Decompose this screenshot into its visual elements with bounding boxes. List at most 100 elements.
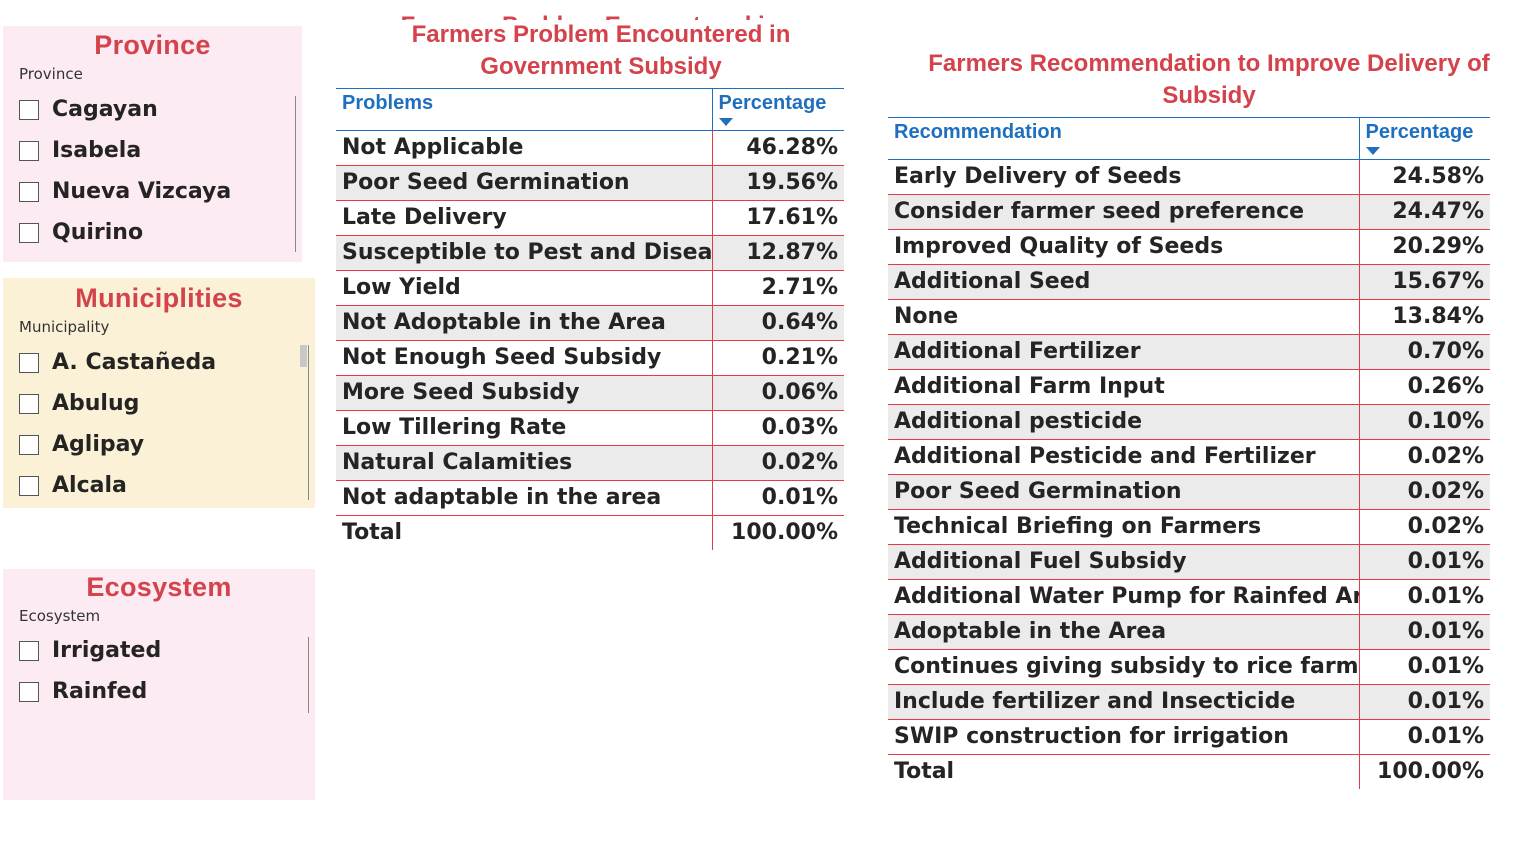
municipality-slicer-item[interactable]: Alcala xyxy=(19,465,315,506)
checkbox-icon[interactable] xyxy=(19,475,39,496)
problem-percentage-cell: 0.21% xyxy=(711,340,844,376)
table-row[interactable]: Low Yield 2.71% xyxy=(336,270,844,306)
table-row[interactable]: Not Applicable 46.28% xyxy=(336,130,844,166)
ecosystem-list: Irrigated Rainfed xyxy=(3,630,315,712)
table-row[interactable]: None 13.84% xyxy=(888,299,1490,335)
recommendations-table-title-line1: Farmers Recommendation to Improve Delive… xyxy=(928,50,1490,77)
problem-label-cell: More Seed Subsidy xyxy=(336,375,712,411)
ecosystem-slicer-item-label: Irrigated xyxy=(52,638,162,663)
problems-percentage-column-header[interactable]: Percentage xyxy=(711,88,844,131)
sort-descending-icon[interactable] xyxy=(1365,147,1380,155)
municipality-slicer: Municiplities Municipality A. Castañeda A… xyxy=(3,278,315,508)
table-row[interactable]: Poor Seed Germination 19.56% xyxy=(336,165,844,201)
problem-percentage-cell: 0.06% xyxy=(711,375,844,411)
problem-percentage-cell: 0.01% xyxy=(711,480,844,516)
recommendation-percentage-cell: 0.01% xyxy=(1358,684,1490,720)
problem-percentage-cell: 2.71% xyxy=(711,270,844,306)
problems-column-header[interactable]: Problems xyxy=(336,88,712,131)
municipality-slicer-item-label: Abulug xyxy=(52,391,140,416)
checkbox-icon[interactable] xyxy=(19,222,39,243)
municipality-scrollbar-track[interactable] xyxy=(308,345,309,500)
recommendation-label-cell: Additional Seed xyxy=(888,264,1359,300)
table-row[interactable]: Susceptible to Pest and Diseases12.87% xyxy=(336,235,844,271)
table-row[interactable]: Additional Fuel Subsidy 0.01% xyxy=(888,544,1490,580)
table-row[interactable]: Improved Quality of Seeds 20.29% xyxy=(888,229,1490,265)
problems-table: Problems Percentage Not Applicable 46.28%… xyxy=(336,88,844,551)
table-row[interactable]: Poor Seed Germination 0.02% xyxy=(888,474,1490,510)
table-row[interactable]: Additional pesticide 0.10% xyxy=(888,404,1490,440)
recommendations-percentage-column-header[interactable]: Percentage xyxy=(1358,117,1490,160)
municipality-list: A. Castañeda Abulug Aglipay Alcala xyxy=(3,342,315,506)
checkbox-icon[interactable] xyxy=(19,140,39,161)
province-slicer-item-label: Quirino xyxy=(52,220,144,245)
ecosystem-scrollbar-track[interactable] xyxy=(308,637,309,713)
problem-percentage-cell: 0.03% xyxy=(711,410,844,446)
recommendation-label-cell: Additional Water Pump for Rainfed Area xyxy=(888,579,1359,615)
municipality-slicer-item[interactable]: Abulug xyxy=(19,383,315,424)
recommendations-table-title-line2: Subsidy xyxy=(1162,82,1256,109)
table-row[interactable]: Not Adoptable in the Area 0.64% xyxy=(336,305,844,341)
municipality-slicer-item-label: A. Castañeda xyxy=(52,350,217,375)
table-row[interactable]: Additional Farm Input 0.26% xyxy=(888,369,1490,405)
table-row[interactable]: Late Delivery 17.61% xyxy=(336,200,844,236)
recommendation-percentage-cell: 0.01% xyxy=(1358,544,1490,580)
checkbox-icon[interactable] xyxy=(19,393,39,414)
table-row[interactable]: Additional Water Pump for Rainfed Area 0.… xyxy=(888,579,1490,615)
table-row[interactable]: Not Enough Seed Subsidy 0.21% xyxy=(336,340,844,376)
recommendation-percentage-cell: 0.02% xyxy=(1358,474,1490,510)
recommendation-percentage-cell: 20.29% xyxy=(1358,229,1490,265)
ecosystem-slicer-item[interactable]: Rainfed xyxy=(19,671,315,712)
problems-table-header-row: Problems Percentage xyxy=(336,88,844,131)
table-row[interactable]: Adoptable in the Area 0.01% xyxy=(888,614,1490,650)
total-value: 100.00% xyxy=(711,515,844,551)
table-row[interactable]: Additional Fertilizer 0.70% xyxy=(888,334,1490,370)
ecosystem-slicer-item[interactable]: Irrigated xyxy=(19,630,315,671)
ecosystem-slicer-title: Ecosystem xyxy=(86,572,232,602)
checkbox-icon[interactable] xyxy=(19,681,39,702)
checkbox-icon[interactable] xyxy=(19,640,39,661)
problem-label-cell: Not adaptable in the area xyxy=(336,480,712,516)
problems-percentage-header-label: Percentage xyxy=(718,92,827,114)
municipality-scrollbar-thumb[interactable] xyxy=(300,345,307,367)
table-row[interactable]: Additional Pesticide and Fertilizer 0.02% xyxy=(888,439,1490,475)
table-row[interactable]: Continues giving subsidy to rice farmers… xyxy=(888,649,1490,685)
table-row[interactable]: Low Tillering Rate 0.03% xyxy=(336,410,844,446)
province-slicer-item[interactable]: Cagayan xyxy=(19,89,302,130)
ecosystem-slicer-header: Ecosystem xyxy=(19,607,101,625)
province-slicer-item-label: Isabela xyxy=(52,138,142,163)
total-label: Total xyxy=(336,515,712,551)
recommendation-percentage-cell: 0.01% xyxy=(1358,719,1490,755)
checkbox-icon[interactable] xyxy=(19,352,39,373)
province-slicer-item[interactable]: Quirino xyxy=(19,212,302,253)
municipality-slicer-item[interactable]: Aglipay xyxy=(19,424,315,465)
table-row[interactable]: Technical Briefing on Farmers 0.02% xyxy=(888,509,1490,545)
province-slicer-header: Province xyxy=(19,65,83,83)
sort-descending-icon[interactable] xyxy=(718,118,733,126)
recommendation-label-cell: Include fertilizer and Insecticide xyxy=(888,684,1359,720)
table-row[interactable]: Not adaptable in the area 0.01% xyxy=(336,480,844,516)
recommendation-label-cell: Continues giving subsidy to rice farmers xyxy=(888,649,1359,685)
province-scrollbar-track[interactable] xyxy=(295,96,296,252)
table-row[interactable]: Consider farmer seed preference 24.47% xyxy=(888,194,1490,230)
province-slicer-item[interactable]: Nueva Vizcaya xyxy=(19,171,302,212)
checkbox-icon[interactable] xyxy=(19,181,39,202)
recommendation-column-header[interactable]: Recommendation xyxy=(888,117,1359,160)
province-slicer-item[interactable]: Isabela xyxy=(19,130,302,171)
table-row[interactable]: More Seed Subsidy 0.06% xyxy=(336,375,844,411)
checkbox-icon[interactable] xyxy=(19,434,39,455)
province-slicer: Province Province Cagayan Isabela Nueva Vi… xyxy=(3,26,302,262)
table-row[interactable]: Natural Calamities 0.02% xyxy=(336,445,844,481)
recommendation-percentage-cell: 24.58% xyxy=(1358,159,1490,195)
recommendation-label-cell: Technical Briefing on Farmers xyxy=(888,509,1359,545)
problem-label-cell: Low Tillering Rate xyxy=(336,410,712,446)
table-row[interactable]: Early Delivery of Seeds 24.58% xyxy=(888,159,1490,195)
recommendation-percentage-cell: 0.02% xyxy=(1358,509,1490,545)
total-row: Total 100.00% xyxy=(336,515,844,551)
table-row[interactable]: SWIP construction for irrigation 0.01% xyxy=(888,719,1490,755)
checkbox-icon[interactable] xyxy=(19,99,39,120)
table-row[interactable]: Include fertilizer and Insecticide 0.01% xyxy=(888,684,1490,720)
table-row[interactable]: Additional Seed 15.67% xyxy=(888,264,1490,300)
municipality-slicer-item[interactable]: A. Castañeda xyxy=(19,342,315,383)
ecosystem-slicer-item-label: Rainfed xyxy=(52,679,148,704)
ecosystem-slicer: Ecosystem Ecosystem Irrigated Rainfed xyxy=(3,569,315,800)
